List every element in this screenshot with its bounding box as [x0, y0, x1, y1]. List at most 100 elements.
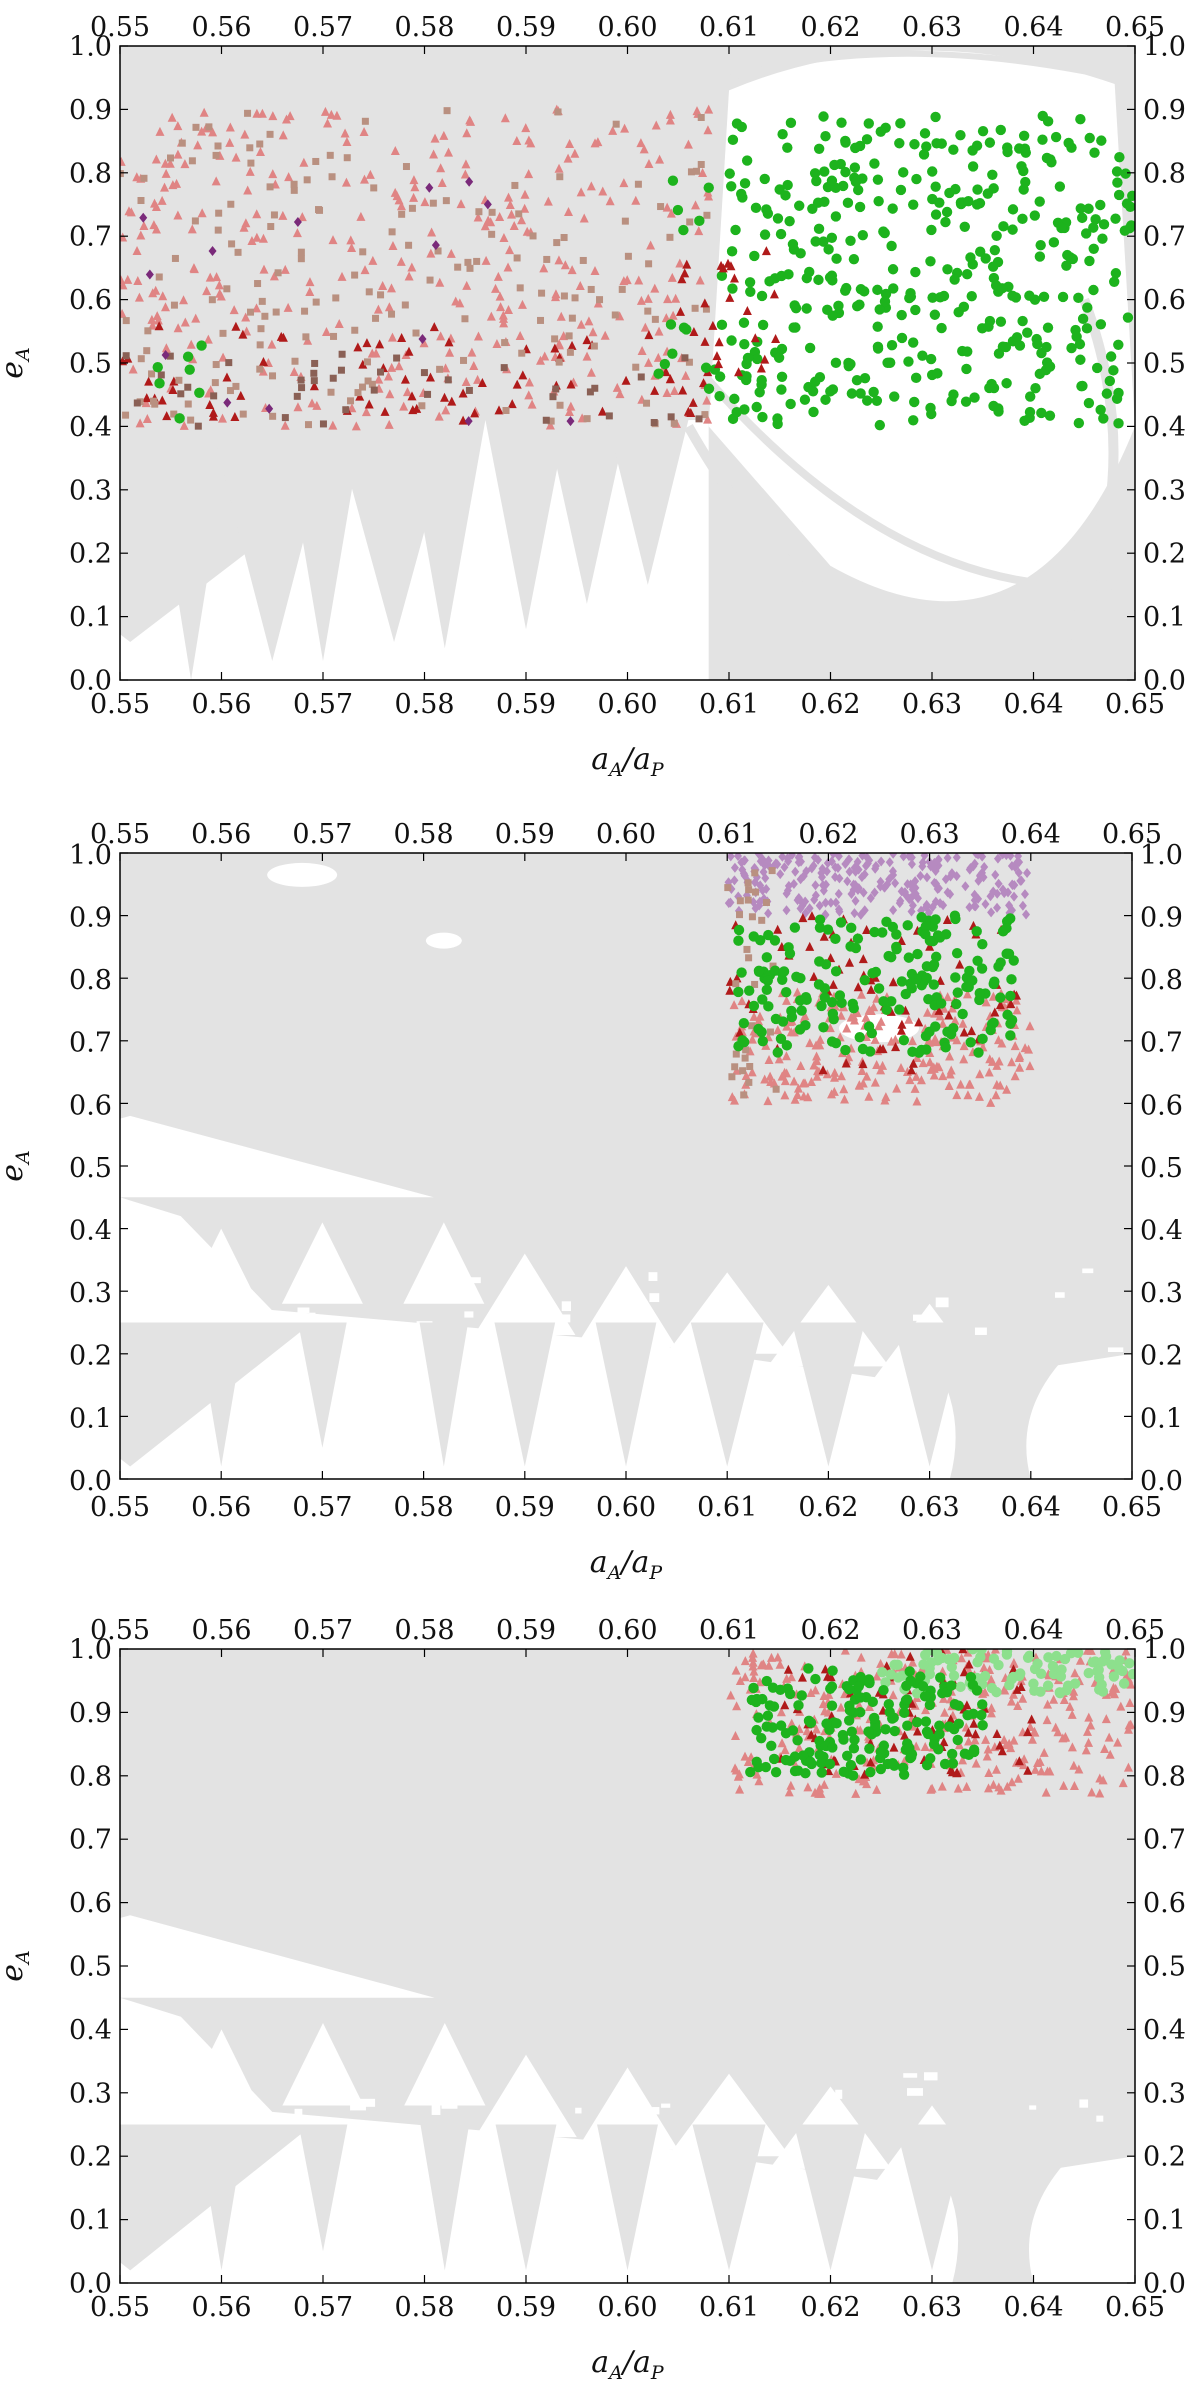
data-point: [274, 269, 282, 277]
data-point: [898, 167, 909, 178]
data-point: [735, 1027, 745, 1037]
data-point: [829, 853, 838, 859]
x-axis-label: aA/aP: [591, 742, 665, 781]
data-point: [806, 1729, 816, 1739]
data-point: [859, 887, 868, 898]
data-point: [739, 178, 751, 189]
data-point: [945, 1069, 955, 1079]
data-point: [893, 1672, 904, 1683]
data-point: [1010, 1041, 1020, 1051]
y-tick-label-left: 0.3: [69, 475, 112, 506]
data-point: [830, 1067, 840, 1077]
data-point: [670, 419, 678, 427]
data-point: [925, 941, 935, 951]
y-tick-label-left: 0.8: [69, 158, 112, 189]
data-point: [759, 229, 771, 240]
data-point: [777, 129, 788, 140]
data-point: [659, 358, 671, 370]
data-point: [925, 353, 937, 365]
data-point: [993, 348, 1005, 359]
data-point: [907, 1036, 917, 1046]
data-point: [363, 358, 371, 366]
data-point: [983, 1783, 993, 1793]
data-point: [861, 134, 873, 145]
data-point: [744, 879, 752, 887]
data-point: [733, 924, 745, 936]
data-point: [665, 374, 675, 384]
data-point: [963, 196, 974, 207]
x-axis-label: aA/aP: [591, 2345, 665, 2384]
y-tick-label-right: 0.2: [1140, 1341, 1183, 1372]
data-point: [340, 128, 350, 138]
x-tick-label-top: 0.60: [597, 1615, 657, 1646]
data-point: [950, 972, 961, 983]
data-point: [936, 898, 945, 909]
data-point: [334, 319, 344, 329]
data-point: [133, 399, 141, 407]
data-point: [995, 1740, 1005, 1750]
data-point: [1121, 1649, 1131, 1656]
data-point: [1056, 222, 1067, 234]
data-point: [162, 411, 172, 421]
data-point: [1097, 1656, 1108, 1667]
data-point: [179, 420, 189, 430]
data-point: [886, 1036, 896, 1046]
data-point: [967, 1649, 979, 1655]
data-point: [819, 931, 829, 941]
data-point: [763, 1001, 774, 1012]
data-point: [815, 1034, 825, 1044]
data-point: [907, 1046, 918, 1058]
data-point: [805, 1038, 815, 1048]
data-point: [586, 181, 596, 191]
data-point: [740, 1656, 750, 1666]
data-point: [853, 856, 862, 867]
y-tick-label-left: 0.7: [69, 1825, 112, 1856]
data-point: [921, 1705, 931, 1715]
data-point: [756, 375, 767, 386]
data-point: [258, 366, 268, 376]
data-point: [560, 292, 568, 300]
data-point: [748, 1000, 760, 1012]
data-point: [1011, 995, 1021, 1005]
data-point: [289, 366, 299, 376]
data-point: [764, 1660, 774, 1670]
x-tick-label-bottom: 0.55: [90, 689, 150, 720]
data-point: [447, 396, 457, 406]
data-point: [929, 1070, 939, 1080]
data-point: [716, 319, 728, 331]
data-point: [550, 343, 560, 353]
data-point: [1034, 196, 1045, 207]
data-point: [803, 1782, 813, 1792]
data-point: [796, 1005, 807, 1016]
data-point: [948, 1652, 960, 1664]
data-point: [813, 143, 825, 154]
data-point: [231, 152, 241, 162]
data-point: [1118, 1678, 1130, 1689]
data-point: [827, 1665, 838, 1676]
data-point: [888, 1690, 898, 1700]
data-point: [1067, 1709, 1077, 1719]
data-point: [822, 1069, 832, 1079]
data-point: [987, 261, 999, 272]
data-point: [1086, 1720, 1096, 1730]
data-point: [1091, 362, 1103, 374]
data-point: [624, 252, 632, 260]
data-point: [959, 1027, 969, 1037]
y-tick-label-left: 1.0: [69, 31, 112, 62]
data-point: [836, 1010, 846, 1020]
data-point: [943, 992, 953, 1002]
data-point: [354, 389, 362, 397]
data-point: [791, 866, 800, 877]
data-point: [767, 1722, 778, 1733]
y-tick-label-left: 0.9: [69, 1698, 112, 1729]
data-point: [441, 405, 451, 415]
data-point: [910, 1083, 920, 1093]
x-tick-label-top: 0.63: [902, 12, 962, 43]
data-point: [773, 352, 785, 363]
data-point: [934, 883, 943, 894]
x-tick-label-bottom: 0.65: [1105, 2292, 1165, 2323]
data-point: [568, 314, 576, 322]
data-point: [140, 174, 148, 182]
data-point: [293, 392, 301, 400]
data-point: [733, 935, 744, 946]
